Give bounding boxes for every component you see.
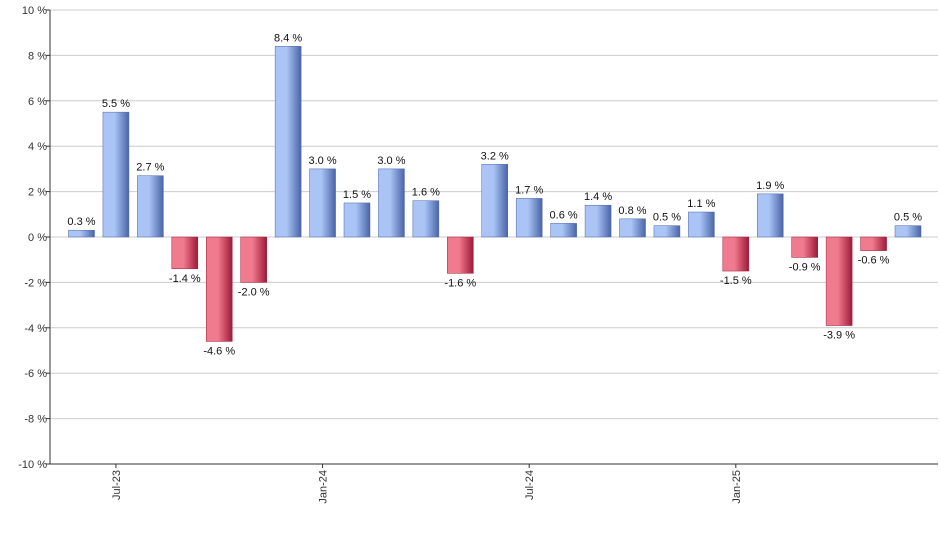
data-label-Aug-24: 0.6 %: [550, 209, 578, 221]
x-tick-label: Jan-24: [318, 470, 330, 504]
y-tick-label: -4 %: [24, 323, 47, 335]
data-label-Jan-25: -1.5 %: [720, 275, 752, 287]
x-tick-label: Jul-23: [111, 470, 123, 500]
bar-May-25: [860, 236, 887, 251]
x-tick-label: Jan-25: [731, 470, 743, 504]
bar-Jun-25: [894, 225, 922, 238]
data-label-Apr-25: -3.9 %: [823, 330, 855, 342]
data-label-Apr-24: 1.6 %: [412, 187, 440, 199]
bar-Oct-24: [619, 218, 646, 238]
data-label-Sep-24: 1.4 %: [584, 191, 612, 203]
bar-Apr-24: [412, 200, 440, 238]
data-label-Jan-24: 3.0 %: [308, 155, 336, 167]
bar-Nov-23: [240, 236, 267, 283]
bars-layer: [68, 46, 922, 342]
data-label-Mar-24: 3.0 %: [377, 155, 405, 167]
bar-Dec-24: [688, 211, 715, 238]
data-label-Dec-23: 8.4 %: [274, 32, 302, 44]
bar-May-24: [447, 236, 474, 274]
bar-Aug-24: [550, 223, 577, 238]
data-label-Jun-23: 0.3 %: [67, 216, 95, 228]
x-tick-label: Jul-24: [524, 470, 536, 500]
bar-Jan-25: [722, 236, 750, 272]
y-tick-label: -8 %: [24, 414, 47, 426]
data-label-Dec-24: 1.1 %: [687, 198, 715, 210]
y-tick-label: 4 %: [28, 141, 47, 153]
data-label-May-24: -1.6 %: [444, 277, 476, 289]
data-label-Jun-24: 3.2 %: [481, 150, 509, 162]
bar-Aug-23: [137, 175, 164, 238]
data-label-Oct-24: 0.8 %: [618, 205, 646, 217]
bar-Nov-24: [653, 225, 681, 238]
data-label-Oct-23: -4.6 %: [203, 345, 235, 357]
data-label-Jun-25: 0.5 %: [894, 212, 922, 224]
data-label-Feb-25: 1.9 %: [756, 180, 784, 192]
y-tick-label: 2 %: [28, 187, 47, 199]
y-tick-label: 10 %: [22, 5, 47, 17]
bar-Jul-24: [515, 198, 543, 238]
bar-Apr-25: [825, 236, 853, 326]
bar-Jun-24: [481, 164, 508, 238]
y-tick-label: 6 %: [28, 96, 47, 108]
bar-Feb-25: [757, 193, 784, 238]
data-label-Nov-24: 0.5 %: [653, 212, 681, 224]
bar-Jun-23: [68, 229, 95, 238]
data-label-Mar-25: -0.9 %: [789, 261, 821, 273]
data-label-Jul-23: 5.5 %: [102, 98, 130, 110]
bar-Mar-25: [791, 236, 818, 258]
data-labels-layer: 0.3 % 5.5 % 2.7 % -1.4 % -4.6 % -2.0 % 8.4 % 3.…: [67, 32, 922, 357]
data-label-Nov-23: -2.0 %: [238, 286, 270, 298]
bar-Jul-23: [102, 111, 130, 238]
bar-Sep-24: [584, 204, 612, 238]
bar-Feb-24: [343, 202, 371, 238]
y-tick-label: -6 %: [24, 368, 47, 380]
data-label-Sep-23: -1.4 %: [169, 273, 201, 285]
bar-Jan-24: [309, 168, 336, 238]
bar-Oct-23: [206, 236, 233, 342]
y-tick-label: 8 %: [28, 50, 47, 62]
data-label-Jul-24: 1.7 %: [515, 184, 543, 196]
axis-layer: 10 % 8 % 6 % 4 % 2 % 0 % -2 % -4 % -6 % -8 % -10 %…: [18, 5, 938, 504]
data-label-Feb-24: 1.5 %: [343, 189, 371, 201]
data-label-Aug-23: 2.7 %: [136, 162, 164, 174]
bar-Sep-23: [171, 236, 199, 270]
data-label-May-25: -0.6 %: [858, 255, 890, 267]
y-tick-label: -2 %: [24, 277, 47, 289]
y-tick-label: 0 %: [28, 232, 47, 244]
y-tick-label: -10 %: [18, 459, 47, 471]
bar-Dec-23: [274, 46, 302, 238]
bar-Mar-24: [378, 168, 405, 238]
